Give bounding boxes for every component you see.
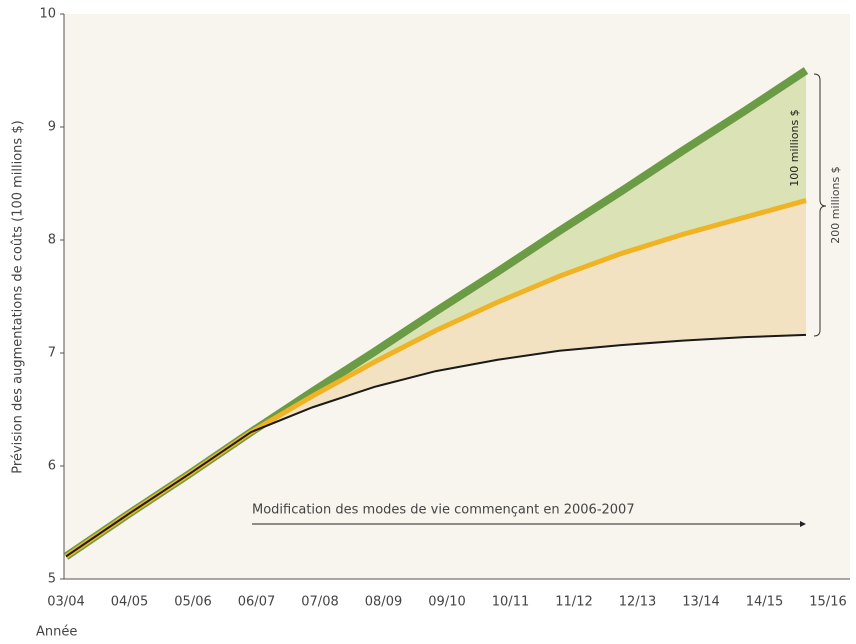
y-tick-label: 8 xyxy=(48,233,56,248)
x-axis-label: Année xyxy=(36,625,77,640)
x-tick-label: 05/06 xyxy=(174,595,211,610)
y-tick-label: 10 xyxy=(39,7,56,22)
x-tick-label: 08/09 xyxy=(365,595,402,610)
x-tick-label: 13/14 xyxy=(682,595,719,610)
y-axis-label: Prévision des augmentations de coûts (10… xyxy=(11,120,26,473)
y-tick-label: 7 xyxy=(48,346,56,361)
annotation: 200 millions $ xyxy=(829,166,842,243)
x-tick-label: 06/07 xyxy=(238,595,275,610)
area xyxy=(66,200,806,557)
annotation: 100 millions $ xyxy=(788,109,801,186)
x-tick-label: 03/04 xyxy=(47,595,84,610)
bracket xyxy=(813,73,827,337)
arrow-head xyxy=(800,521,806,527)
y-tick-label: 6 xyxy=(48,459,56,474)
line xyxy=(65,333,807,558)
x-tick-label: 14/15 xyxy=(746,595,783,610)
x-tick-label: 11/12 xyxy=(555,595,592,610)
x-tick-label: 12/13 xyxy=(619,595,656,610)
annotation: Modification des modes de vie commençant… xyxy=(252,503,635,518)
x-tick-label: 15/16 xyxy=(809,595,846,610)
x-tick-label: 04/05 xyxy=(111,595,148,610)
y-tick-label: 9 xyxy=(48,120,56,135)
x-tick-label: 09/10 xyxy=(428,595,465,610)
x-tick-label: 07/08 xyxy=(301,595,338,610)
x-tick-label: 10/11 xyxy=(492,595,529,610)
y-tick-label: 5 xyxy=(48,572,56,587)
